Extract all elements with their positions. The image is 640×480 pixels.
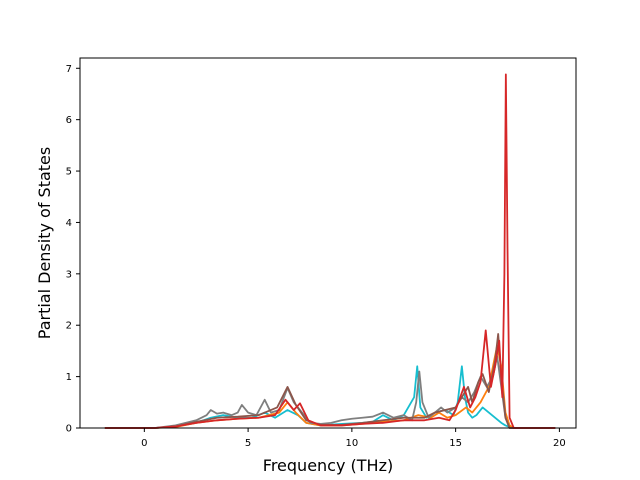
y-tick-label-6: 6 [66,115,72,126]
y-tick-label-2: 2 [66,321,72,332]
y-axis-label: Partial Density of States [35,147,54,339]
x-tick-label-0: 0 [141,438,147,449]
y-tick-label-0: 0 [66,424,72,435]
x-tick-label-1: 5 [245,438,251,449]
plot-frame [79,57,577,429]
x-tick-label-3: 15 [449,438,462,449]
y-tick-label-4: 4 [66,218,72,229]
series-group [104,73,556,429]
y-tick-label-3: 3 [66,269,72,280]
y-axis-ticks: 0 1 2 3 4 5 6 7 [66,64,80,435]
series-line-2 [104,355,556,429]
y-tick-label-1: 1 [66,372,72,383]
series-line-4 [104,73,556,429]
x-tick-label-2: 10 [345,438,358,449]
x-axis-ticks: 0 5 10 15 20 [141,428,566,449]
x-tick-label-4: 20 [553,438,566,449]
y-tick-label-7: 7 [66,64,72,75]
y-tick-label-5: 5 [66,167,72,178]
series-line-3 [104,333,556,429]
x-axis-label: Frequency (THz) [263,456,393,475]
